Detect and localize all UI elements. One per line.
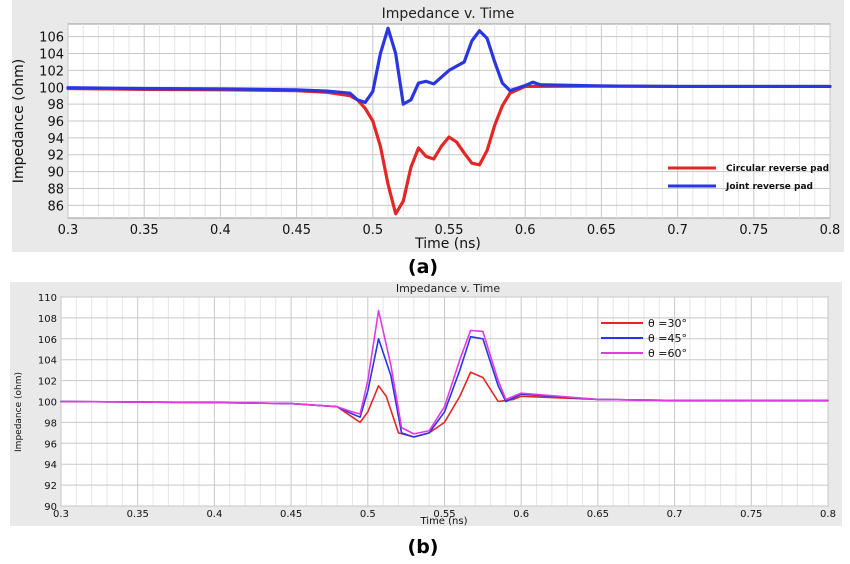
caption-b: (b) (408, 536, 439, 558)
x-tick-label: 0.65 (587, 223, 616, 238)
x-tick-label: 0.7 (667, 223, 688, 238)
x-tick-label: 0.8 (820, 509, 836, 520)
x-tick-label: 0.6 (513, 509, 529, 520)
legend-label-theta-45: θ =45° (648, 332, 687, 345)
x-tick-label: 0.3 (53, 509, 69, 520)
x-tick-label: 0.35 (127, 509, 149, 520)
x-tick-label: 0.8 (820, 223, 841, 238)
chart-b-y-ticks: 90 92 94 96 98 100 102 104 106 108 110 (38, 293, 57, 513)
caption-a: (a) (408, 256, 438, 278)
chart-a-x-axis-label: Time (ns) (414, 236, 481, 252)
y-tick-label: 96 (44, 439, 57, 450)
y-tick-label: 106 (39, 31, 64, 46)
x-tick-label: 0.3 (58, 223, 79, 238)
chart-a-y-axis-label: Impedance (ohm) (11, 59, 27, 183)
chart-a-x-ticks: 0.3 0.35 0.4 0.45 0.5 0.55 0.6 0.65 0.7 0.75 0.8 (58, 223, 841, 238)
x-tick-label: 0.35 (130, 223, 159, 238)
chart-b-legend: θ =30° θ =45° θ =60° (601, 317, 687, 360)
chart-b-series (60, 309, 829, 438)
y-tick-label: 86 (47, 199, 64, 214)
x-tick-label: 0.65 (587, 509, 609, 520)
x-tick-label: 0.75 (739, 223, 768, 238)
chart-a-legend: Circular reverse pad Joint reverse pad (668, 164, 829, 192)
y-tick-label: 98 (47, 98, 64, 113)
y-tick-label: 96 (47, 115, 64, 130)
y-tick-label: 100 (39, 81, 64, 96)
legend-label-joint-reverse-pad: Joint reverse pad (725, 182, 813, 192)
chart-b-x-ticks: 0.3 0.35 0.4 0.45 0.5 0.55 0.6 0.65 0.7 0.75 0.8 (53, 509, 836, 520)
x-tick-label: 0.7 (667, 509, 683, 520)
x-tick-label: 0.55 (435, 223, 464, 238)
chart-a: Impedance v. Time 0.3 0.35 0.4 0.45 0.5 0.55 0… (11, 0, 844, 252)
chart-b: Impedance v. Time 0.3 0.35 0.4 0.45 0.5 0.55 0… (10, 282, 842, 527)
y-tick-label: 94 (44, 460, 57, 471)
y-tick-label: 92 (47, 149, 64, 164)
y-tick-label: 90 (47, 166, 64, 181)
x-tick-label: 0.75 (740, 509, 762, 520)
y-tick-label: 108 (38, 314, 57, 325)
y-tick-label: 104 (38, 356, 57, 367)
x-tick-label: 0.5 (362, 223, 383, 238)
chart-a-title: Impedance v. Time (382, 6, 515, 22)
chart-a-grid (67, 24, 831, 218)
legend-label-theta-30: θ =30° (648, 317, 687, 330)
x-tick-label: 0.45 (282, 223, 311, 238)
chart-b-x-axis-label: Time (ns) (419, 516, 467, 527)
y-tick-label: 92 (44, 481, 57, 492)
y-tick-label: 102 (38, 377, 57, 388)
chart-b-title: Impedance v. Time (396, 282, 501, 295)
chart-a-series (66, 26, 832, 216)
x-tick-label: 0.4 (206, 509, 222, 520)
x-tick-label: 0.45 (280, 509, 302, 520)
x-tick-label: 0.5 (360, 509, 376, 520)
series-line-joint-reverse-pad (66, 26, 832, 106)
x-tick-label: 0.6 (515, 223, 536, 238)
y-tick-label: 88 (47, 182, 64, 197)
series-line-60 (60, 309, 829, 435)
y-tick-label: 102 (39, 64, 64, 79)
legend-label-circular-reverse-pad: Circular reverse pad (726, 164, 829, 174)
y-tick-label: 90 (44, 502, 57, 513)
y-tick-label: 110 (38, 293, 57, 304)
y-tick-label: 104 (39, 48, 64, 63)
x-tick-label: 0.4 (210, 223, 231, 238)
y-tick-label: 98 (44, 418, 57, 429)
y-tick-label: 94 (47, 132, 64, 147)
x-tick-label: 0.55 (433, 509, 455, 520)
y-tick-label: 100 (38, 398, 57, 409)
legend-label-theta-60: θ =60° (648, 347, 687, 360)
y-tick-label: 106 (38, 335, 57, 346)
chart-b-y-axis-label: Impedance (ohm) (14, 372, 24, 452)
